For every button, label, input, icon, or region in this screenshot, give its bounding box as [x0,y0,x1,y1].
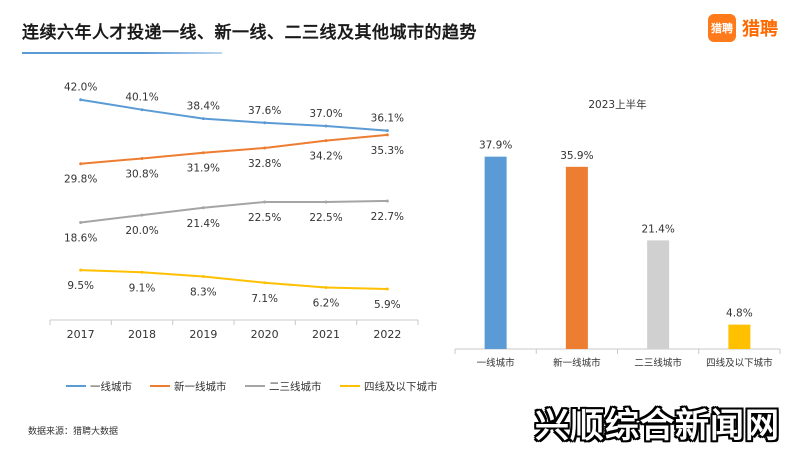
bar-value-label: 37.9% [479,140,512,152]
bar-chart-title: 2023上半年 [588,98,646,111]
legend-label: 二三线城市 [269,380,322,393]
x-tick-label: 2022 [373,328,401,341]
x-tick-label: 四线及以下城市 [706,357,773,369]
data-label: 31.9% [187,163,220,175]
legend-label: 新一线城市 [174,380,227,393]
data-label: 35.3% [371,145,404,157]
data-label: 37.0% [309,108,342,120]
x-tick-label: 2020 [251,328,279,341]
x-tick-label: 2017 [67,328,95,341]
data-point [201,151,205,155]
bar-value-label: 21.4% [641,223,674,235]
data-point [324,139,328,143]
bar-chart: 2023上半年 37.9% 一线城市 35.9% 新一线城市 21.4% 二三线城市 4.8%… [454,98,781,369]
data-point [385,129,389,133]
legend-label: 一线城市 [90,380,132,393]
data-label: 32.8% [248,158,281,170]
data-label: 7.1% [251,293,278,305]
data-point [263,121,267,125]
data-point [324,285,328,289]
bar [565,166,588,349]
data-label: 9.1% [129,282,156,294]
data-label: 18.6% [64,232,97,244]
logo-icon: 猎聘 [708,14,736,42]
data-label: 22.5% [309,212,342,224]
data-label: 22.7% [371,211,404,223]
legend-item: 新一线城市 [150,380,227,393]
data-point [324,200,328,204]
series-line-2 [80,133,388,165]
x-tick-label: 新一线城市 [553,357,601,369]
data-label: 8.3% [190,286,217,298]
title-underline [22,52,222,54]
data-point [79,162,83,166]
data-label: 34.2% [309,151,342,163]
legend-label: 四线及以下城市 [364,380,438,393]
bar-value-label: 35.9% [560,150,593,162]
data-label: 29.8% [64,174,97,186]
x-tick-label: 2019 [189,328,217,341]
legend-item: 二三线城市 [245,380,322,393]
legend-item: 四线及以下城市 [340,380,438,393]
logo-text: 猎聘 [742,19,778,40]
data-point [79,98,83,102]
line-chart: 2017 2018 2019 2020 2021 2022 42.0% 40.1% 38.4% 3… [49,82,438,393]
data-point [385,133,389,137]
page-title: 连续六年人才投递一线、新一线、二三线及其他城市的趋势 [22,23,477,43]
data-point [140,108,144,112]
data-point [79,220,83,224]
data-point [201,274,205,278]
x-tick-label: 2018 [128,328,156,341]
data-point [324,124,328,128]
data-point [201,206,205,210]
x-tick-label: 2021 [312,328,340,341]
data-label: 40.1% [125,92,158,104]
data-point [263,281,267,285]
data-label: 6.2% [313,297,340,309]
liepin-logo: 猎聘 猎聘 [708,14,778,42]
data-label: 42.0% [64,82,97,94]
bar [728,324,751,349]
data-label: 20.0% [125,225,158,237]
data-source: 数据来源：猎聘大数据 [28,427,119,437]
x-tick-label: 二三线城市 [634,357,682,369]
data-point [263,146,267,150]
x-tick-label: 一线城市 [477,357,516,369]
data-label: 9.5% [67,280,94,292]
data-label: 30.8% [125,168,158,180]
data-label: 36.1% [371,113,404,125]
data-point [263,200,267,204]
series-line-1 [80,98,388,132]
data-point [385,199,389,203]
data-label: 38.4% [187,101,220,113]
watermark: 兴顺综合新闻网 [535,406,780,446]
data-label: 5.9% [374,299,401,311]
data-point [385,287,389,291]
data-point [79,268,83,272]
bar [484,156,507,349]
data-point [140,156,144,160]
data-label: 22.5% [248,212,281,224]
series-line-3 [80,199,388,224]
legend-item: 一线城市 [66,380,132,393]
data-label: 21.4% [187,218,220,230]
bar [647,240,670,349]
data-point [201,117,205,121]
data-point [140,270,144,274]
series-line-4 [80,269,388,291]
data-point [140,213,144,217]
bar-value-label: 4.8% [726,308,753,320]
data-label: 37.6% [248,105,281,117]
